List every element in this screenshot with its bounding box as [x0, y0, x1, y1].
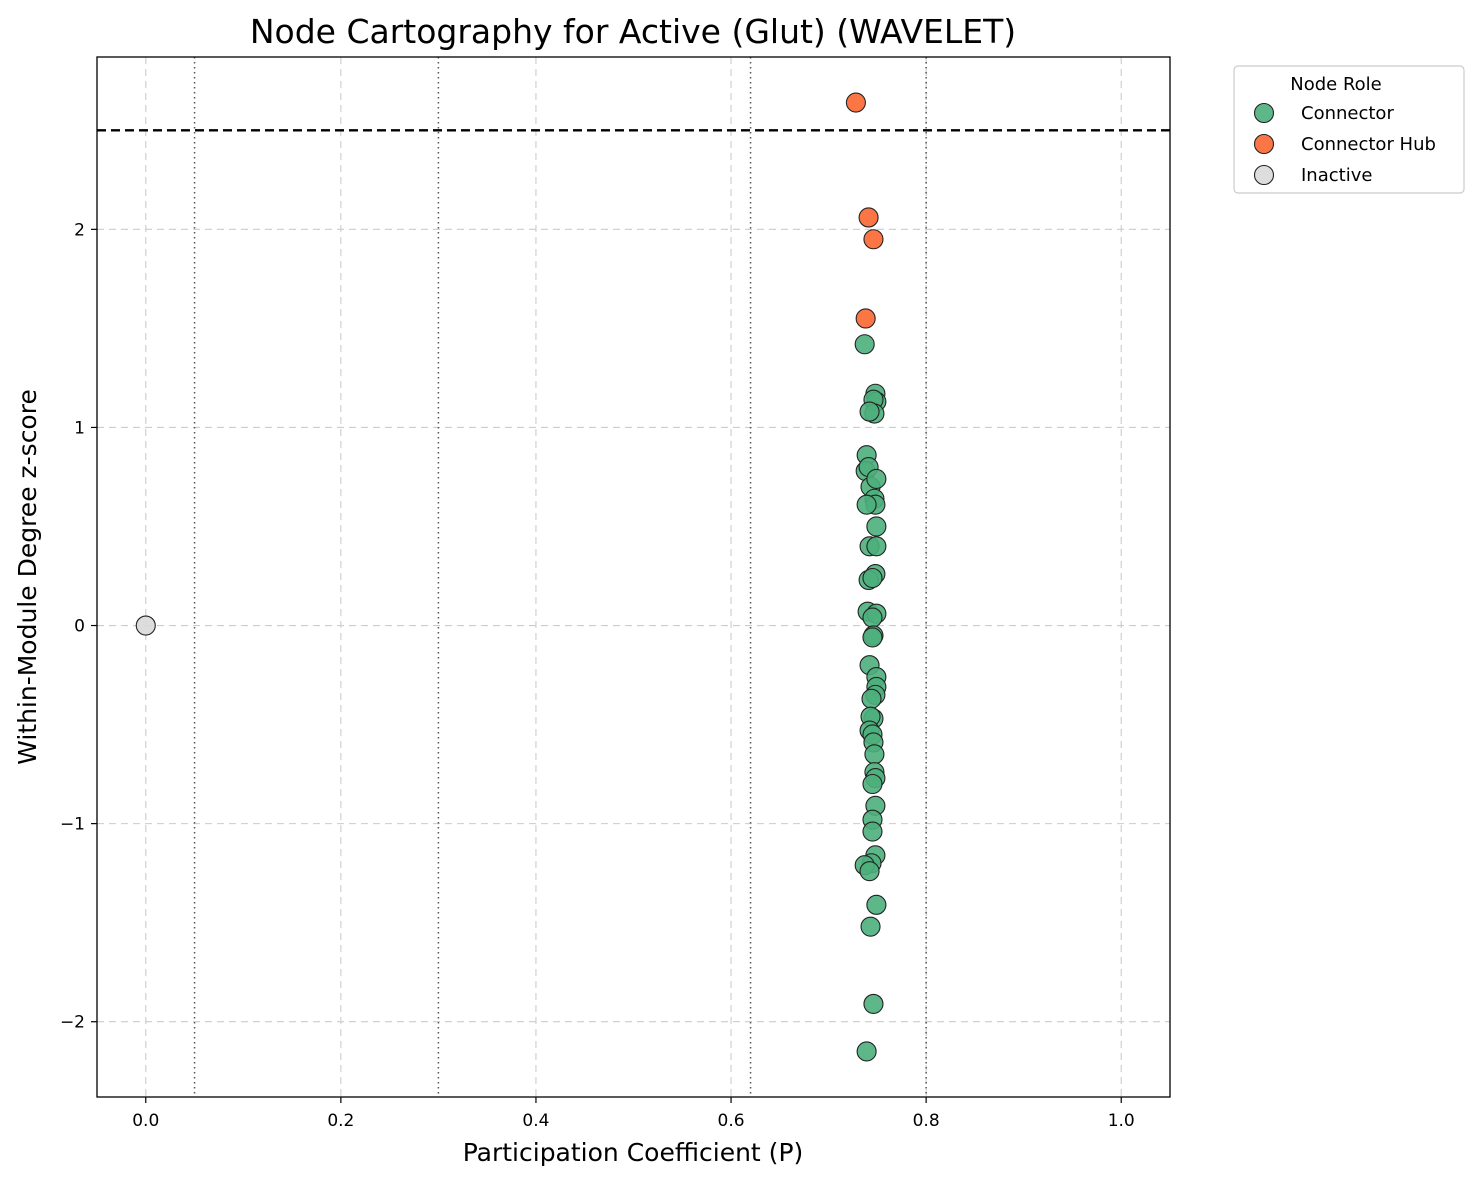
y-axis-label: Within-Module Degree z-score: [13, 389, 42, 765]
connector-point: [866, 536, 887, 557]
x-tick-label: 0.4: [522, 1111, 549, 1131]
x-tick-label: 0.8: [913, 1111, 940, 1131]
legend-label-connector: Connector: [1301, 103, 1394, 124]
plot-frame: [96, 56, 1171, 1098]
connector-point: [866, 516, 887, 537]
connector-point: [866, 468, 887, 489]
legend-marker-connector: [1253, 102, 1275, 124]
x-axis-ticks: 0.0 0.2 0.4 0.6 0.8 1.0: [132, 1097, 1135, 1131]
reference-lines: [97, 57, 1170, 1097]
x-tick-label: 0.0: [132, 1111, 159, 1131]
connector-point: [856, 1041, 877, 1062]
y-axis-ticks: −2 −1 0 1 2: [60, 220, 97, 1033]
connector-point: [866, 894, 887, 915]
connector-point: [863, 993, 884, 1014]
chart-title: Node Cartography for Active (Glut) (WAVE…: [250, 12, 1016, 51]
connector-hub-point: [858, 207, 879, 228]
legend-box: [1233, 65, 1465, 194]
connector-point: [859, 401, 880, 422]
connector-hub-point: [845, 92, 866, 113]
legend-label-inactive: Inactive: [1301, 165, 1372, 186]
inactive-point: [135, 615, 156, 636]
legend: Node Role Connector Connector Hub Inactive: [1233, 65, 1465, 194]
legend-label-connector-hub: Connector Hub: [1301, 134, 1436, 155]
x-tick-label: 0.6: [718, 1111, 745, 1131]
connector-point: [860, 916, 881, 937]
connector-point: [862, 567, 883, 589]
y-tick-label: 1: [74, 418, 85, 438]
grid: [97, 57, 1170, 1097]
y-tick-label: −1: [60, 815, 85, 835]
y-tick-label: −2: [60, 1013, 85, 1033]
x-tick-label: 1.0: [1108, 1111, 1135, 1131]
y-tick-label: 2: [74, 220, 85, 240]
connector-point: [862, 627, 883, 648]
connector-point: [862, 607, 883, 628]
connector-point: [862, 773, 883, 795]
legend-marker-connector-hub: [1253, 133, 1275, 155]
legend-marker-inactive: [1253, 164, 1275, 186]
connector-point: [862, 821, 883, 842]
connector-point: [859, 861, 880, 882]
connector-point: [861, 688, 882, 709]
x-tick-label: 0.2: [327, 1111, 354, 1131]
x-axis-label: Participation Coefficient (P): [463, 1138, 804, 1167]
data-points: [135, 92, 887, 1062]
legend-title: Node Role: [1290, 74, 1382, 95]
connector-point: [856, 494, 877, 515]
connector-hub-point: [855, 308, 876, 329]
y-tick-label: 0: [74, 617, 85, 637]
connector-point: [854, 334, 875, 355]
connector-hub-point: [863, 229, 884, 250]
connector-point: [864, 744, 885, 765]
